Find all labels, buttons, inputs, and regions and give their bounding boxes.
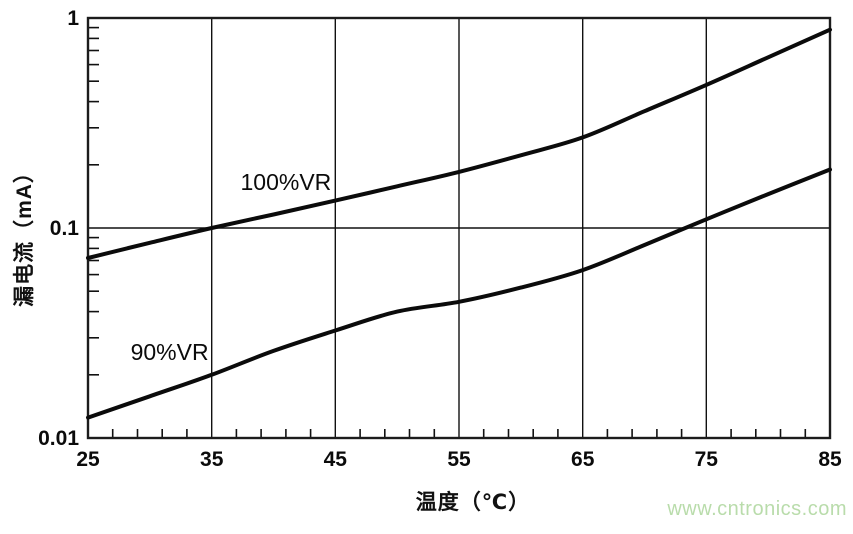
- svg-text:75: 75: [695, 448, 719, 471]
- svg-text:65: 65: [571, 448, 595, 471]
- y-tick-labels: 1 0.1 0.01: [38, 7, 79, 450]
- svg-text:55: 55: [447, 448, 471, 471]
- y-axis-title: 漏电流（mA）: [13, 161, 36, 307]
- svg-text:0.1: 0.1: [50, 217, 80, 240]
- svg-text:85: 85: [818, 448, 842, 471]
- y-minor-ticks: [88, 26, 99, 376]
- x-tick-labels: 25 35 45 55 65 75 85: [76, 448, 842, 471]
- curve-100vr: [86, 27, 832, 260]
- curve-label-0: 100%VR: [241, 169, 332, 195]
- svg-text:35: 35: [200, 448, 224, 471]
- curve-90vr: [86, 167, 832, 420]
- watermark-text: www.cntronics.com: [667, 498, 847, 520]
- svg-text:0.01: 0.01: [38, 427, 79, 450]
- curve-label-1: 90%VR: [131, 339, 209, 365]
- x-axis-title: 温度（℃）: [415, 491, 531, 514]
- x-minor-ticks: [111, 429, 807, 438]
- svg-text:45: 45: [324, 448, 348, 471]
- svg-text:1: 1: [67, 7, 79, 30]
- plot-frame: [86, 16, 832, 440]
- svg-text:25: 25: [76, 448, 100, 471]
